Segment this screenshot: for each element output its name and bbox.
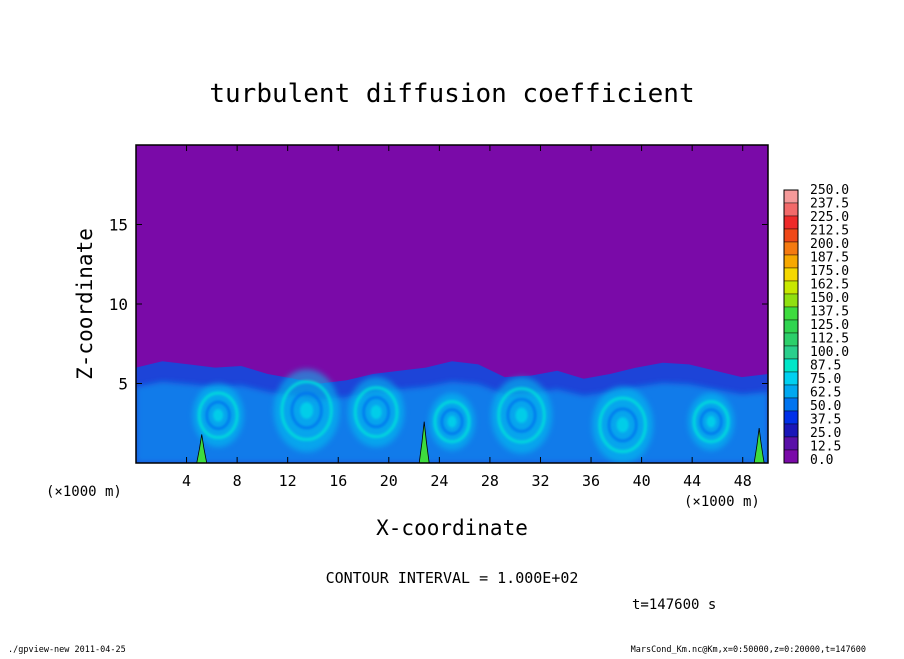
- vortex-2: [273, 369, 340, 452]
- plume-3: [753, 427, 765, 463]
- x-tick-label-16: 16: [329, 472, 347, 490]
- colorbar-label-87.5: 87.5: [810, 359, 841, 374]
- y-tick-label-10: 10: [109, 295, 128, 314]
- vortex-3: [348, 377, 404, 448]
- colorbar-label-37.5: 37.5: [810, 413, 841, 428]
- colorbar-label-125.0: 125.0: [810, 318, 849, 333]
- vortex-7: [688, 393, 734, 451]
- colorbar-cell-1: [783, 202, 799, 217]
- colorbar-label-162.5: 162.5: [810, 278, 849, 293]
- x-tick-label-28: 28: [481, 472, 499, 490]
- colorbar-label-137.5: 137.5: [810, 305, 849, 320]
- x-tick-label-44: 44: [683, 472, 701, 490]
- x-axis-label: X-coordinate: [376, 516, 528, 540]
- footer-right: MarsCond_Km.nc@Km,x=0:50000,z=0:20000,t=…: [631, 645, 866, 654]
- colorbar-cell-20: [783, 449, 799, 464]
- x-unit-left: (×1000 m): [46, 484, 122, 500]
- colorbar-label-250.0: 250.0: [810, 183, 849, 198]
- colorbar-label-175.0: 175.0: [810, 264, 849, 279]
- y-tick-label-5: 5: [118, 375, 128, 394]
- colorbar-cell-15: [783, 384, 799, 399]
- chart-title: turbulent diffusion coefficient: [209, 79, 694, 109]
- colorbar-cell-6: [783, 267, 799, 282]
- turbulence-field: [136, 361, 768, 463]
- colorbar-label-225.0: 225.0: [810, 210, 849, 225]
- contour-interval: CONTOUR INTERVAL = 1.000E+02: [326, 569, 579, 587]
- colorbar-cell-16: [783, 397, 799, 412]
- x-tick-label-32: 32: [531, 472, 549, 490]
- x-tick-label-40: 40: [633, 472, 651, 490]
- colorbar-cell-2: [783, 215, 799, 230]
- colorbar-frame: [783, 189, 799, 464]
- colorbar: 250.0237.5225.0212.5200.0187.5175.0162.5…: [783, 183, 849, 468]
- colorbar-label-0.0: 0.0: [810, 453, 833, 468]
- x-tick-label-12: 12: [279, 472, 297, 490]
- colorbar-cell-9: [783, 306, 799, 321]
- colorbar-cell-19: [783, 436, 799, 451]
- x-tick-label-24: 24: [430, 472, 448, 490]
- colorbar-cell-18: [783, 423, 799, 438]
- y-axis-ticks: 5 10 15: [109, 216, 768, 394]
- colorbar-label-200.0: 200.0: [810, 237, 849, 252]
- vortex-5: [491, 377, 552, 454]
- colorbar-cell-12: [783, 345, 799, 360]
- colorbar-label-112.5: 112.5: [810, 332, 849, 347]
- colorbar-cell-7: [783, 280, 799, 295]
- colorbar-label-50.0: 50.0: [810, 399, 841, 414]
- x-tick-label-4: 4: [182, 472, 191, 490]
- colorbar-label-62.5: 62.5: [810, 386, 841, 401]
- plume-2: [418, 421, 430, 463]
- colorbar-cell-13: [783, 358, 799, 373]
- colorbar-cell-14: [783, 371, 799, 386]
- x-axis-ticks: 4 8 12 16 20 24 28 32 36 40 44 48: [182, 145, 752, 490]
- colorbar-label-75.0: 75.0: [810, 372, 841, 387]
- colorbar-label-12.5: 12.5: [810, 440, 841, 455]
- footer-left: ./gpview-new 2011-04-25: [8, 645, 126, 654]
- colorbar-label-150.0: 150.0: [810, 291, 849, 306]
- x-tick-label-36: 36: [582, 472, 600, 490]
- plume-1: [196, 434, 208, 463]
- colorbar-cell-5: [783, 254, 799, 269]
- time-label: t=147600 s: [632, 597, 716, 613]
- colorbar-label-25.0: 25.0: [810, 426, 841, 441]
- x-tick-label-20: 20: [380, 472, 398, 490]
- x-tick-label-8: 8: [233, 472, 242, 490]
- colorbar-cell-11: [783, 332, 799, 347]
- vortex-6: [592, 386, 653, 463]
- vortex-1: [192, 383, 244, 448]
- colorbar-cell-17: [783, 410, 799, 425]
- y-tick-label-15: 15: [109, 216, 128, 235]
- colorbar-cell-4: [783, 241, 799, 256]
- colorbar-label-100.0: 100.0: [810, 345, 849, 360]
- y-axis-label: Z-coordinate: [73, 228, 97, 380]
- x-tick-label-48: 48: [734, 472, 752, 490]
- colorbar-cell-8: [783, 293, 799, 308]
- colorbar-label-237.5: 237.5: [810, 197, 849, 212]
- colorbar-cell-3: [783, 228, 799, 243]
- colorbar-label-187.5: 187.5: [810, 251, 849, 266]
- colorbar-cell-10: [783, 319, 799, 334]
- colorbar-label-212.5: 212.5: [810, 224, 849, 239]
- x-unit-right: (×1000 m): [684, 494, 760, 510]
- vortex-4: [429, 393, 475, 451]
- colorbar-cell-0: [783, 189, 799, 204]
